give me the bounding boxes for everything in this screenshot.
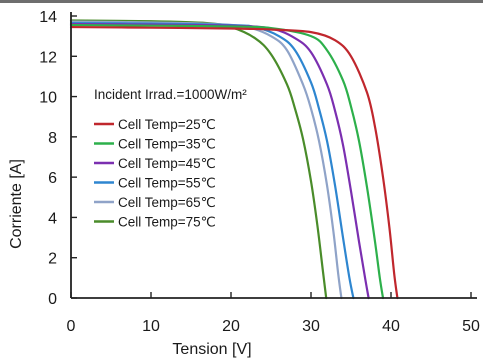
- legend-label-2: Cell Temp=35℃: [118, 137, 216, 152]
- y-tick-label: 12: [39, 49, 57, 66]
- y-tick-label: 2: [48, 251, 57, 268]
- legend-label-3: Cell Temp=45℃: [118, 156, 216, 171]
- y-tick-label: 10: [39, 90, 57, 107]
- x-tick-label: 50: [462, 318, 480, 335]
- x-tick-label: 30: [302, 318, 320, 335]
- legend-label-4: Cell Temp=55℃: [118, 176, 216, 191]
- legend-label-5: Cell Temp=65℃: [118, 195, 216, 210]
- plot-area: [69, 19, 399, 300]
- y-tick-label: 0: [48, 291, 57, 308]
- series-line-2: [69, 23, 385, 300]
- series-line-1: [69, 25, 399, 300]
- legend-label-1: Cell Temp=25℃: [118, 117, 216, 132]
- legend: Cell Temp=25℃ Cell Temp=35℃ Cell Temp=45℃ C…: [94, 117, 216, 230]
- legend-label-6: Cell Temp=75℃: [118, 215, 216, 230]
- x-tick-label: 0: [67, 318, 76, 335]
- y-tick-label: 8: [48, 130, 57, 147]
- y-tick-label: 6: [48, 170, 57, 187]
- y-tick-label: 14: [39, 9, 57, 26]
- x-tick-label: 20: [222, 318, 240, 335]
- x-tick-label: 10: [142, 318, 160, 335]
- x-axis-title: Tension [V]: [172, 341, 251, 358]
- y-tick-label: 4: [48, 210, 57, 227]
- labels: 0 2 4 6 8 10 12 14 0 10 20 30 40 50 Tension [V] Corrien…: [8, 9, 480, 358]
- top-border: [0, 0, 483, 3]
- x-tick-label: 40: [382, 318, 400, 335]
- irradiance-annotation: Incident Irrad.=1000W/m²: [94, 87, 247, 102]
- axes: [70, 12, 477, 299]
- y-axis-title: Corriente [A]: [8, 159, 25, 249]
